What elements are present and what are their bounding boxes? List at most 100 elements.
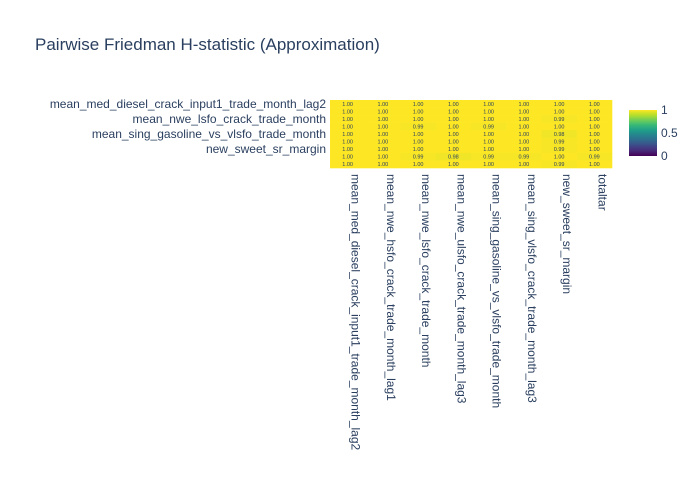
heatmap-cell-value: 0.99 <box>554 140 565 146</box>
heatmap-cell-value: 1.00 <box>483 147 494 153</box>
heatmap-cell-value: 1.00 <box>342 102 353 108</box>
heatmap-cell <box>400 160 437 169</box>
heatmap-cell <box>541 122 578 131</box>
heatmap-cell-value: 1.00 <box>519 132 530 138</box>
heatmap-cell <box>330 130 366 139</box>
heatmap-cell <box>400 152 437 161</box>
x-tick-label: mean_med_diesel_crack_input1_trade_month… <box>349 174 363 451</box>
heatmap-cell <box>435 122 472 131</box>
heatmap-cell-value: 1.00 <box>413 140 424 146</box>
colorbar: 00.51 <box>629 103 678 163</box>
heatmap-cell-value: 1.00 <box>413 102 424 108</box>
heatmap-cell-value: 1.00 <box>342 124 353 130</box>
heatmap-cell <box>400 145 437 154</box>
heatmap-cell <box>330 115 366 123</box>
heatmap-cell <box>506 107 542 116</box>
heatmap-cell-value: 0.99 <box>413 155 424 161</box>
heatmap-cell-value: 1.00 <box>589 162 600 168</box>
heatmap-cell <box>365 137 401 146</box>
heatmap-cell <box>471 107 507 116</box>
heatmap-cell <box>330 100 366 108</box>
heatmap-cell <box>400 137 437 146</box>
heatmap-cell <box>471 160 507 169</box>
heatmap-cell-value: 1.00 <box>448 140 459 146</box>
heatmap-cell <box>471 137 507 146</box>
heatmap-cell-value: 1.00 <box>519 102 530 108</box>
heatmap-cell <box>365 145 401 154</box>
heatmap-cell <box>365 130 401 139</box>
y-tick-label: mean_med_diesel_crack_input1_trade_month… <box>50 97 327 111</box>
heatmap-cell <box>471 145 507 154</box>
heatmap-cell-value: 1.00 <box>448 109 459 115</box>
heatmap-cell <box>576 160 613 169</box>
heatmap-cell-value: 1.00 <box>483 140 494 146</box>
heatmap-cell-value: 0.99 <box>589 155 600 161</box>
heatmap-cell-value: 1.00 <box>448 102 459 108</box>
heatmap-cell-value: 1.00 <box>483 109 494 115</box>
colorbar-gradient <box>629 110 657 156</box>
heatmap-cell-value: 1.00 <box>519 117 530 123</box>
heatmap-cell <box>576 115 613 123</box>
heatmap-cell <box>471 152 507 161</box>
heatmap-cell <box>541 100 578 108</box>
heatmap-cell <box>541 115 578 123</box>
heatmap-cell <box>576 145 613 154</box>
heatmap-cell-value: 1.00 <box>342 109 353 115</box>
heatmap-cell-value: 1.00 <box>413 117 424 123</box>
heatmap-cell-value: 0.99 <box>483 155 494 161</box>
heatmap-cell-value: 1.00 <box>554 109 565 115</box>
heatmap-cell <box>576 107 613 116</box>
heatmap-cell <box>435 130 472 139</box>
heatmap-cell <box>400 122 437 131</box>
heatmap-cell <box>365 152 401 161</box>
heatmap-cell-value: 1.00 <box>378 109 389 115</box>
heatmap-cell-value: 1.00 <box>589 147 600 153</box>
heatmap-cell <box>576 100 613 108</box>
heatmap-cell-value: 0.99 <box>413 124 424 130</box>
heatmap-cell <box>435 160 472 169</box>
heatmap-cell-value: 1.00 <box>483 132 494 138</box>
heatmap-cell <box>365 122 401 131</box>
heatmap-cell-value: 1.00 <box>448 162 459 168</box>
heatmap-cell <box>471 130 507 139</box>
heatmap-cell-value: 0.99 <box>519 155 530 161</box>
colorbar-tick-label: 1 <box>661 103 668 117</box>
heatmap-cell-value: 1.00 <box>378 140 389 146</box>
heatmap-cell <box>541 152 578 161</box>
x-tick-label: mean_sing_gasoline_vs_vlsfo_trade_month <box>490 174 504 408</box>
heatmap-cell-value: 1.00 <box>342 162 353 168</box>
heatmap-cell-value: 1.00 <box>519 124 530 130</box>
heatmap-cell-value: 1.00 <box>519 140 530 146</box>
heatmap-cell-value: 1.00 <box>413 162 424 168</box>
heatmap-cell-value: 1.00 <box>413 147 424 153</box>
heatmap-cell-value: 1.00 <box>483 102 494 108</box>
heatmap-cell-value: 0.99 <box>483 124 494 130</box>
heatmap-cell <box>330 122 366 131</box>
heatmap-cell-value: 1.00 <box>589 102 600 108</box>
heatmap-cell <box>506 145 542 154</box>
chart-title: Pairwise Friedman H-statistic (Approxima… <box>35 35 380 54</box>
heatmap-cell <box>506 130 542 139</box>
heatmap-cell-value: 1.00 <box>413 109 424 115</box>
heatmap-cell-value: 0.99 <box>554 147 565 153</box>
heatmap-cell <box>435 115 472 123</box>
x-axis-tick-labels: mean_med_diesel_crack_input1_trade_month… <box>349 174 610 451</box>
heatmap-cell <box>576 130 613 139</box>
heatmap-cell-labels: 1.00 1.00 1.00 1.00 1.00 1.00 1.00 1.001.00 1.00… <box>342 102 599 168</box>
colorbar-tick-label: 0 <box>661 149 668 163</box>
heatmap-cell <box>541 107 578 116</box>
heatmap-cell <box>365 115 401 123</box>
heatmap-cell <box>330 160 366 169</box>
heatmap-cell <box>400 130 437 139</box>
x-tick-label: new_sweet_sr_margin <box>560 174 574 294</box>
heatmap-cell <box>330 145 366 154</box>
heatmap-cell <box>365 107 401 116</box>
heatmap-cell <box>435 137 472 146</box>
heatmap-cell <box>330 107 366 116</box>
heatmap-cell-value: 0.99 <box>554 162 565 168</box>
colorbar-tick-label: 0.5 <box>661 126 678 140</box>
heatmap-cell-value: 1.00 <box>448 117 459 123</box>
x-tick-label: mean_nwe_ulsfo_crack_trade_month_lag3 <box>454 174 468 404</box>
